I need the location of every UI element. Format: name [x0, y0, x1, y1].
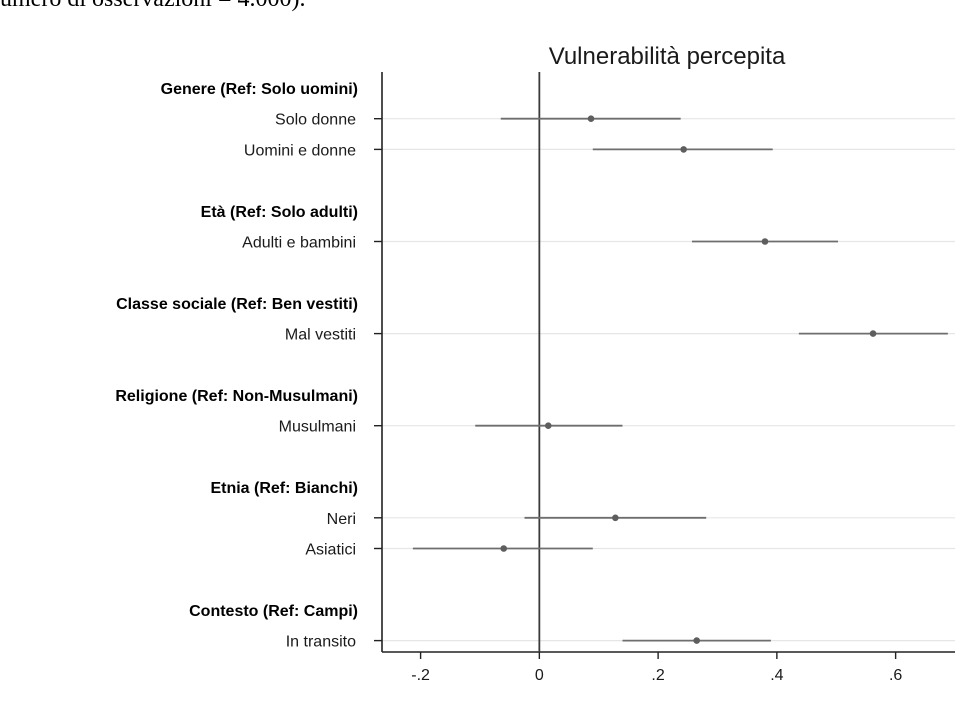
- estimate-point: [587, 115, 595, 122]
- chart-title: Vulnerabilità percepita: [549, 43, 786, 70]
- labels-layer: -.2 0 .2 .4 .6 Genere (Ref: Solo uomini) Solo …: [115, 81, 902, 684]
- group-label: Classe sociale (Ref: Ben vestiti): [116, 296, 358, 313]
- group-label: Età (Ref: Solo adulti): [201, 204, 358, 221]
- estimate-point: [612, 514, 619, 522]
- estimate-point: [544, 422, 552, 430]
- x-tick-label: .6: [889, 667, 902, 684]
- x-tick-label: .4: [770, 667, 783, 684]
- x-tick-label: -.2: [411, 667, 430, 684]
- category-label: In transito: [286, 634, 356, 651]
- category-label: Neri: [327, 511, 356, 528]
- category-label: Solo donne: [275, 112, 356, 129]
- group-label: Etnia (Ref: Bianchi): [210, 480, 358, 497]
- group-label: Contesto (Ref: Campi): [189, 603, 358, 620]
- caption-fragment: umero di osservazioni = 4.000).: [0, 0, 967, 16]
- category-label: Asiatici: [305, 542, 356, 559]
- grid-layer: [374, 118, 955, 642]
- estimate-point: [869, 330, 877, 337]
- category-label: Uomini e donne: [244, 142, 356, 159]
- category-label: Mal vestiti: [285, 327, 356, 344]
- estimate-point: [693, 637, 701, 644]
- group-label: Religione (Ref: Non-Musulmani): [115, 388, 358, 405]
- category-label: Musulmani: [279, 419, 356, 436]
- axis-layer: [374, 72, 955, 659]
- category-label: Adulti e bambini: [242, 235, 356, 252]
- estimate-point: [500, 545, 508, 552]
- estimate-point: [680, 146, 687, 153]
- group-label: Genere (Ref: Solo uomini): [161, 81, 358, 98]
- marks-layer: [412, 115, 948, 644]
- estimate-point: [761, 238, 769, 245]
- x-tick-label: .2: [651, 667, 664, 684]
- x-tick-label: 0: [535, 667, 544, 684]
